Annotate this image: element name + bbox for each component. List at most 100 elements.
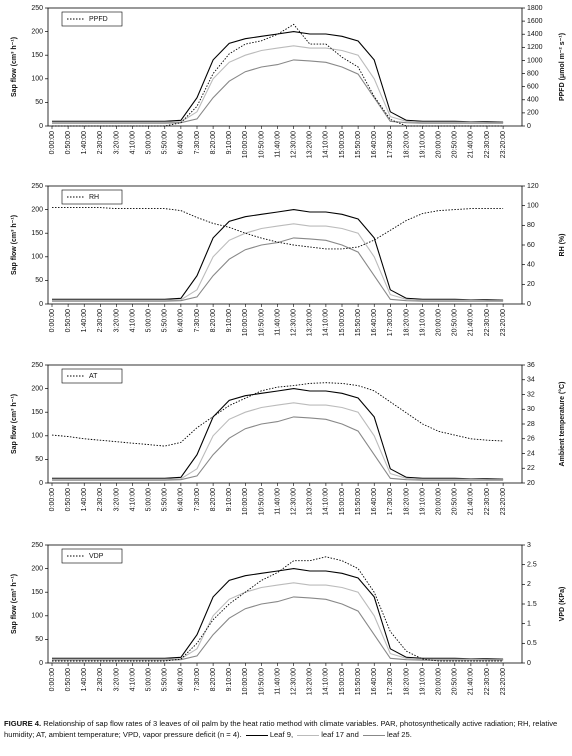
x-tick-label: 17:30:00 [387,488,394,515]
x-tick-label: 23:20:00 [500,309,507,336]
x-tick-label: 7:30:00 [194,488,201,511]
y2-tick-label: 28 [527,421,535,428]
x-tick-label: 2:30:00 [97,668,104,691]
y2-axis-title: Ambient temperature (°C) [558,382,566,467]
x-tick-label: 4:10:00 [129,309,136,332]
legend-box [61,368,123,384]
x-tick-label: 15:00:00 [339,131,346,158]
x-tick-label: 2:30:00 [97,309,104,332]
caption: FIGURE 4. Relationship of sap flow rates… [4,718,568,740]
x-tick-label: 7:30:00 [194,309,201,332]
y2-tick-label: 800 [527,70,539,77]
x-tick-label: 5:00:00 [146,131,153,154]
x-tick-label: 17:30:00 [387,668,394,695]
x-tick-label: 23:20:00 [500,131,507,158]
x-tick-label: 22:30:00 [484,488,491,515]
x-tick-label: 10:50:00 [258,309,265,336]
y-tick-label: 250 [31,362,43,369]
x-tick-label: 0:00:00 [49,131,56,154]
x-tick-label: 18:20:00 [403,131,410,158]
x-tick-label: 15:00:00 [339,668,346,695]
x-tick-label: 7:30:00 [194,131,201,154]
x-tick-label: 10:00:00 [242,131,249,158]
series-line [51,382,504,447]
x-tick-label: 16:40:00 [371,668,378,695]
charts: 0501001502002500200400600800100012001400… [11,5,566,695]
y-tick-label: 50 [35,456,43,463]
y-axis-title: Sap flow (cm³ h⁻¹) [11,37,18,97]
x-tick-label: 19:10:00 [419,488,426,515]
legend-label: leaf 17 [321,730,345,739]
y2-tick-label: 24 [527,450,535,457]
y2-axis-title: VPD (KPa) [559,587,566,622]
y2-axis-title: RH (%) [559,234,566,257]
y-tick-label: 150 [31,52,43,59]
legend-box [61,548,123,564]
x-tick-label: 5:00:00 [146,488,153,511]
x-tick-label: 22:30:00 [484,668,491,695]
y2-tick-label: 1200 [527,44,543,51]
y2-tick-label: 0 [527,301,531,308]
x-tick-label: 21:40:00 [468,668,475,695]
y-tick-label: 150 [31,409,43,416]
x-tick-label: 20:50:00 [452,668,459,695]
legend-box [61,189,123,205]
x-tick-label: 11:40:00 [274,309,281,336]
y2-tick-label: 0 [527,660,531,667]
x-tick-label: 5:50:00 [162,488,169,511]
x-tick-label: 22:30:00 [484,309,491,336]
x-tick-label: 20:00:00 [436,309,443,336]
x-tick-label: 8:20:00 [210,488,217,511]
x-tick-label: 12:30:00 [291,488,298,515]
x-tick-label: 15:00:00 [339,309,346,336]
x-tick-label: 9:10:00 [226,668,233,691]
legend-swatch [297,734,320,736]
y2-tick-label: 1800 [527,5,543,12]
x-tick-label: 23:20:00 [500,668,507,695]
x-tick-label: 0:50:00 [65,309,72,332]
y2-tick-label: 1000 [527,57,543,64]
y2-tick-label: 1 [527,621,531,628]
x-tick-label: 8:20:00 [210,668,217,691]
x-tick-label: 15:50:00 [355,488,362,515]
y2-tick-label: 0 [527,123,531,130]
x-tick-label: 20:50:00 [452,131,459,158]
y2-tick-label: 80 [527,222,535,229]
y-tick-label: 250 [31,5,43,12]
x-tick-label: 1:40:00 [81,131,88,154]
x-tick-label: 2:30:00 [97,131,104,154]
x-tick-label: 8:20:00 [210,131,217,154]
x-tick-label: 13:20:00 [307,668,314,695]
y2-tick-label: 34 [527,377,535,384]
x-tick-label: 10:50:00 [258,131,265,158]
x-tick-label: 2:30:00 [97,488,104,511]
x-tick-label: 0:00:00 [49,309,56,332]
y2-tick-label: 1600 [527,18,543,25]
x-tick-label: 11:40:00 [274,488,281,515]
y-tick-label: 200 [31,565,43,572]
y2-tick-label: 22 [527,465,535,472]
series-line [52,416,504,481]
x-tick-label: 11:40:00 [274,668,281,695]
y2-tick-label: 1.5 [527,601,537,608]
y2-tick-label: 120 [527,183,539,190]
x-tick-label: 19:10:00 [419,131,426,158]
y-tick-label: 200 [31,206,43,213]
x-tick-label: 5:00:00 [146,309,153,332]
x-tick-label: 12:30:00 [291,668,298,695]
legend-label: VDP [89,553,104,560]
x-tick-label: 20:00:00 [436,488,443,515]
x-tick-label: 13:20:00 [307,131,314,158]
y-tick-label: 50 [35,99,43,106]
x-tick-label: 12:30:00 [291,131,298,158]
y-tick-label: 100 [31,613,43,620]
series-line [52,207,504,250]
y2-tick-label: 200 [527,110,539,117]
x-tick-label: 18:20:00 [403,668,410,695]
legend-swatch [245,734,268,736]
x-tick-label: 15:50:00 [355,309,362,336]
x-tick-label: 20:00:00 [436,668,443,695]
series-line [52,556,504,662]
y-tick-label: 50 [35,277,43,284]
y2-tick-label: 36 [527,362,535,369]
